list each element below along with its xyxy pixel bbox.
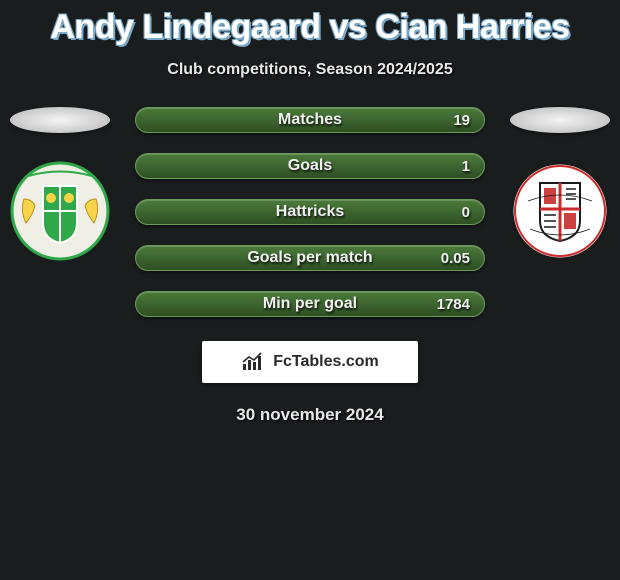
player-right-column — [510, 107, 610, 261]
stat-row: Hattricks 0 — [135, 199, 485, 225]
stat-label: Goals — [288, 157, 332, 175]
stat-label: Matches — [278, 111, 342, 129]
player-left-column — [10, 107, 110, 261]
subtitle: Club competitions, Season 2024/2025 — [0, 61, 620, 79]
stat-row: Matches 19 — [135, 107, 485, 133]
stat-row: Goals 1 — [135, 153, 485, 179]
comparison-panel: Matches 19 Goals 1 Hattricks 0 Goals per… — [0, 107, 620, 317]
player-left-pill — [10, 107, 110, 133]
stat-value: 0.05 — [441, 250, 470, 267]
brand-text: FcTables.com — [273, 353, 379, 371]
stat-value: 0 — [462, 204, 470, 221]
stat-value: 19 — [453, 112, 470, 129]
stats-list: Matches 19 Goals 1 Hattricks 0 Goals per… — [135, 107, 485, 317]
stat-label: Goals per match — [247, 249, 372, 267]
stat-row: Min per goal 1784 — [135, 291, 485, 317]
stat-label: Min per goal — [263, 295, 357, 313]
page-title: Andy Lindegaard vs Cian Harries — [0, 0, 620, 47]
brand-badge: FcTables.com — [202, 341, 418, 383]
stat-row: Goals per match 0.05 — [135, 245, 485, 271]
stat-value: 1 — [462, 158, 470, 175]
club-crest-right — [510, 161, 610, 261]
club-crest-left — [10, 161, 110, 261]
stat-value: 1784 — [437, 296, 470, 313]
date-label: 30 november 2024 — [0, 405, 620, 425]
brand-chart-icon — [241, 352, 267, 372]
stat-label: Hattricks — [276, 203, 344, 221]
player-right-pill — [510, 107, 610, 133]
